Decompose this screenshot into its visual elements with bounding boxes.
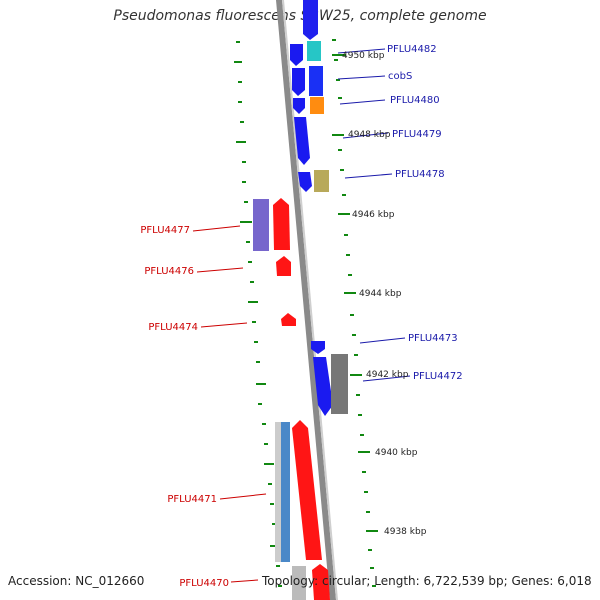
label-pflu4474[interactable]: PFLU4474 xyxy=(148,322,198,333)
gene-pflu4470-arrow[interactable] xyxy=(312,564,330,600)
gene-pflu4473-arrow[interactable] xyxy=(311,341,325,354)
label-pflu4479[interactable]: PFLU4479 xyxy=(392,129,442,140)
reverse-label-lines xyxy=(192,225,267,583)
summary-text: Topology: circular; Length: 6,722,539 bp… xyxy=(262,574,592,588)
gene-pflu4470-box[interactable] xyxy=(292,566,306,600)
gene-pflu4477-arrow[interactable] xyxy=(273,198,290,250)
backbone-highlight xyxy=(282,0,338,600)
gene-pflu4477-box[interactable] xyxy=(253,199,269,251)
label-pflu4477[interactable]: PFLU4477 xyxy=(140,225,190,236)
label-pflu4470[interactable]: PFLU4470 xyxy=(179,578,229,589)
kbp-label-4944: 4944 kbp xyxy=(359,289,402,299)
gene-pflu4479-arrow[interactable] xyxy=(294,117,310,165)
backbone xyxy=(276,0,336,600)
gene-pflu4471-blue[interactable] xyxy=(281,422,290,562)
gene-pflu4472-arrow[interactable] xyxy=(313,357,333,416)
gene-pflu4482-box[interactable] xyxy=(307,41,321,61)
kbp-label-4942: 4942 kbp xyxy=(366,370,409,380)
label-pflu4480[interactable]: PFLU4480 xyxy=(390,95,440,106)
kbp-label-4938: 4938 kbp xyxy=(384,527,427,537)
gene-pflu4474-arrow[interactable] xyxy=(281,313,296,326)
kbp-labels: 4950 kbp 4948 kbp 4946 kbp 4944 kbp 4942… xyxy=(342,51,427,537)
gene-pflu4476-arrow[interactable] xyxy=(276,256,291,276)
accession-text: Accession: NC_012660 xyxy=(8,574,145,588)
label-pflu4471[interactable]: PFLU4471 xyxy=(167,494,217,505)
reverse-gene-labels: PFLU4477 PFLU4476 PFLU4474 PFLU4471 PFLU… xyxy=(140,225,229,589)
outer-tick-ring xyxy=(332,39,378,587)
gene-pflu4480-box[interactable] xyxy=(310,97,324,114)
reverse-genes xyxy=(253,198,330,600)
label-pflu4478[interactable]: PFLU4478 xyxy=(395,169,445,180)
gene-cobs-left[interactable] xyxy=(292,68,305,96)
gene-pflu4482-arrow[interactable] xyxy=(303,0,318,40)
forward-gene-labels: PFLU4482 cobS PFLU4480 PFLU4479 PFLU4478… xyxy=(387,44,463,382)
kbp-label-4950: 4950 kbp xyxy=(342,51,385,61)
label-pflu4476[interactable]: PFLU4476 xyxy=(144,266,194,277)
label-pflu4472[interactable]: PFLU4472 xyxy=(413,371,463,382)
gene-pflu4478-arrow[interactable] xyxy=(298,172,312,192)
gene-pflu4478-box[interactable] xyxy=(314,170,329,192)
label-cobs[interactable]: cobS xyxy=(388,71,412,82)
kbp-label-4948: 4948 kbp xyxy=(348,130,391,140)
gene-cobs-arrow[interactable] xyxy=(290,44,303,66)
gene-cobs-box[interactable] xyxy=(309,66,323,96)
label-pflu4473[interactable]: PFLU4473 xyxy=(408,333,458,344)
inner-tick-ring xyxy=(234,41,282,587)
gene-pflu4472-box[interactable] xyxy=(331,354,348,414)
label-pflu4482[interactable]: PFLU4482 xyxy=(387,44,437,55)
kbp-label-4940: 4940 kbp xyxy=(375,448,418,458)
map-title: Pseudomonas fluorescens SBW25, complete … xyxy=(113,8,487,24)
forward-genes xyxy=(290,0,348,416)
gene-pflu4480-arrow[interactable] xyxy=(293,98,305,114)
gene-pflu4471-arrow[interactable] xyxy=(292,420,322,560)
kbp-label-4946: 4946 kbp xyxy=(352,210,395,220)
forward-label-lines xyxy=(337,48,411,382)
